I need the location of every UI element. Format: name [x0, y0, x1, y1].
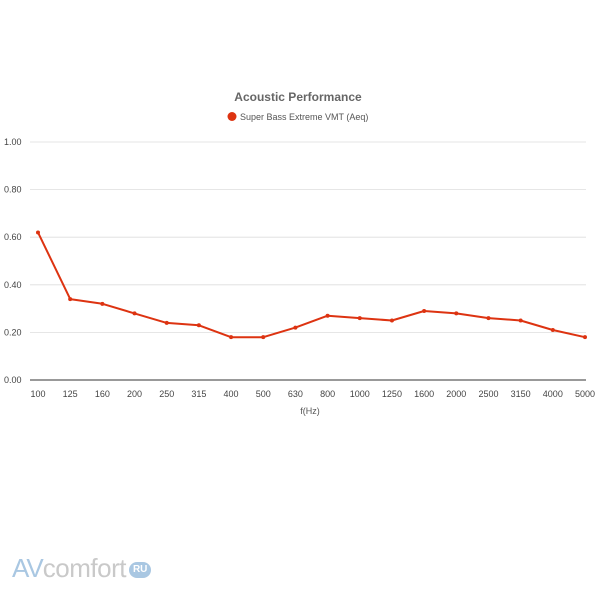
x-tick-label: 125 [63, 389, 78, 399]
y-tick-label: 0.80 [4, 185, 22, 195]
x-tick-label: 1600 [414, 389, 434, 399]
y-tick-label: 1.00 [4, 137, 22, 147]
legend-marker [227, 112, 237, 121]
data-point [422, 308, 427, 313]
x-tick-label: 160 [95, 389, 110, 399]
data-point [100, 301, 105, 306]
y-tick-label: 0.60 [4, 232, 22, 242]
y-tick-label: 0.20 [4, 327, 22, 337]
y-tick-label: 0.40 [4, 280, 22, 290]
x-tick-label: 2000 [446, 389, 466, 399]
x-tick-label: 5000 [575, 389, 595, 399]
data-point [196, 323, 201, 328]
x-tick-label: 400 [224, 389, 239, 399]
x-axis-label: f(Hz) [300, 406, 320, 416]
data-point [229, 335, 234, 340]
x-tick-label: 100 [30, 389, 45, 399]
logo-comfort: comfort [42, 553, 127, 583]
x-tick-label: 1000 [350, 389, 370, 399]
x-tick-label: 200 [127, 389, 142, 399]
x-tick-label: 4000 [543, 389, 563, 399]
data-point [550, 328, 555, 333]
x-tick-label: 500 [256, 389, 271, 399]
data-point [486, 316, 491, 321]
data-point [164, 320, 169, 325]
y-tick-label: 0.00 [4, 375, 22, 385]
data-point [583, 335, 587, 340]
data-point [68, 297, 73, 302]
data-point [325, 313, 330, 318]
data-point [389, 318, 394, 323]
avcomfort-logo: AV comfort RU [12, 553, 152, 584]
data-point [454, 311, 459, 316]
x-tick-label: 800 [320, 389, 335, 399]
data-point [261, 335, 266, 340]
legend-label: Super Bass Extreme VMT (Aeq) [240, 112, 368, 122]
logo-ru-badge: RU [128, 561, 152, 578]
data-point [357, 316, 362, 321]
data-point [132, 311, 137, 316]
x-tick-label: 630 [288, 389, 303, 399]
y-axis-ticks: 0.00 0.20 0.40 0.60 0.80 1.00 [4, 137, 22, 385]
chart-title: Acoustic Performance [234, 90, 362, 104]
x-tick-label: 3150 [511, 389, 531, 399]
x-tick-label: 315 [191, 389, 206, 399]
data-point [293, 325, 298, 330]
x-axis-ticks: 100 125 160 200 250 315 400 500 630 800 1000 1250 16… [30, 389, 595, 399]
legend: Super Bass Extreme VMT (Aeq) [227, 112, 368, 122]
x-tick-label: 2500 [478, 389, 498, 399]
x-tick-label: 1250 [382, 389, 402, 399]
series-line-path [37, 231, 586, 339]
gridlines [30, 141, 586, 381]
data-point [36, 230, 40, 235]
data-point [518, 318, 523, 323]
x-tick-label: 250 [159, 389, 174, 399]
series-line [36, 230, 587, 340]
logo-av: AV [12, 553, 44, 583]
